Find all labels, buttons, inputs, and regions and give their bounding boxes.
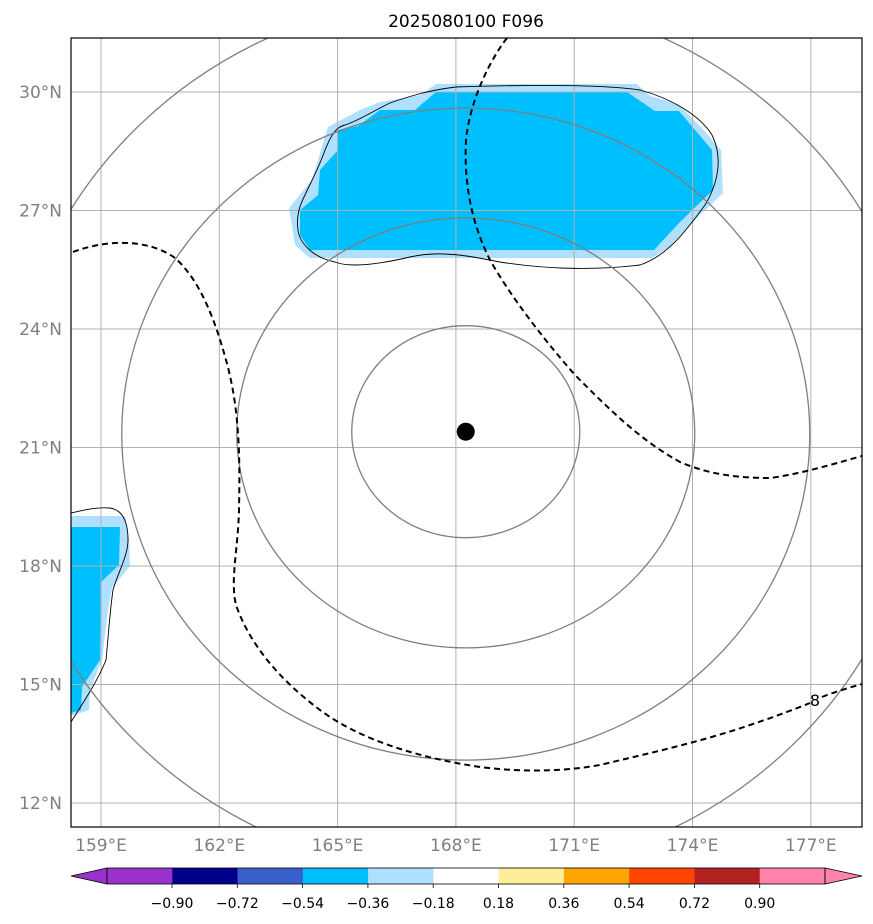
colorbar-tick-label: −0.90 bbox=[151, 896, 194, 912]
range-ring-1 bbox=[351, 325, 581, 539]
lon-tick-label: 171°E bbox=[548, 836, 600, 856]
colorbar-segment bbox=[629, 868, 695, 884]
shading-dark-west bbox=[71, 527, 120, 713]
colorbar-segment bbox=[433, 868, 500, 884]
colorbar-segment bbox=[368, 868, 434, 884]
map-plot-area: 8 bbox=[71, 38, 862, 827]
colorbar-extend-high bbox=[824, 867, 863, 885]
dashed-contour-west-tail bbox=[821, 683, 862, 698]
colorbar-segment bbox=[107, 868, 173, 884]
colorbar-segment bbox=[694, 868, 761, 884]
colorbar-tick-label: 0.90 bbox=[744, 896, 775, 912]
lon-tick-label: 159°E bbox=[75, 836, 127, 856]
dashed-contour-east bbox=[464, 38, 862, 480]
dashed-contours bbox=[72, 38, 862, 772]
lon-tick-label: 168°E bbox=[430, 836, 482, 856]
colorbar-extend-low bbox=[70, 867, 108, 885]
colorbar-segment bbox=[302, 868, 369, 884]
colorbar-segment bbox=[563, 868, 630, 884]
storm-center-marker bbox=[456, 422, 475, 441]
range-ring-3 bbox=[121, 107, 811, 761]
lat-tick-label: 15°N bbox=[19, 676, 62, 696]
gridlines bbox=[71, 38, 862, 827]
lat-tick-label: 30°N bbox=[19, 83, 62, 103]
longitude-labels: 159°E 162°E 165°E 168°E 171°E 174°E 177°E bbox=[75, 836, 837, 856]
colorbar-tick-label: 0.72 bbox=[679, 896, 710, 912]
lon-tick-label: 177°E bbox=[785, 836, 837, 856]
colorbar-segment bbox=[498, 868, 565, 884]
lat-tick-label: 18°N bbox=[19, 557, 62, 577]
colorbar-segment bbox=[237, 868, 304, 884]
lon-tick-label: 165°E bbox=[312, 836, 364, 856]
lon-tick-label: 174°E bbox=[667, 836, 719, 856]
plot-frame bbox=[70, 37, 863, 828]
colorbar-tick-label: −0.72 bbox=[216, 896, 259, 912]
range-rings bbox=[71, 38, 862, 827]
colorbar-labels: −0.90 −0.72 −0.54 −0.36 −0.18 0.18 0.36 0.54 0.7… bbox=[151, 896, 776, 912]
lat-tick-label: 24°N bbox=[19, 320, 62, 340]
colorbar-tick-label: −0.36 bbox=[346, 896, 389, 912]
contour-outline-west bbox=[71, 507, 129, 723]
lat-tick-label: 12°N bbox=[19, 794, 62, 814]
map-title: 2025080100 F096 bbox=[388, 12, 544, 32]
colorbar-tick-label: 0.36 bbox=[548, 896, 579, 912]
colorbar-tick-label: 0.54 bbox=[614, 896, 645, 912]
colorbar-tick-label: 0.18 bbox=[483, 896, 514, 912]
lat-tick-label: 21°N bbox=[19, 439, 62, 459]
colorbar-segment bbox=[759, 868, 826, 884]
latitude-labels: 30°N 27°N 24°N 21°N 18°N 15°N 12°N bbox=[19, 83, 62, 814]
colorbar-tick-label: −0.54 bbox=[281, 896, 324, 912]
colorbar bbox=[70, 867, 863, 888]
range-ring-2 bbox=[236, 217, 696, 649]
dashed-contour-west bbox=[72, 241, 811, 772]
contour-value-label: 8 bbox=[810, 691, 820, 710]
colorbar-tick-label: −0.18 bbox=[412, 896, 455, 912]
lon-tick-label: 162°E bbox=[193, 836, 245, 856]
colorbar-segment bbox=[172, 868, 239, 884]
colorbar-frame bbox=[106, 867, 826, 885]
contour-outline-north bbox=[297, 85, 719, 269]
lat-tick-label: 27°N bbox=[19, 202, 62, 222]
